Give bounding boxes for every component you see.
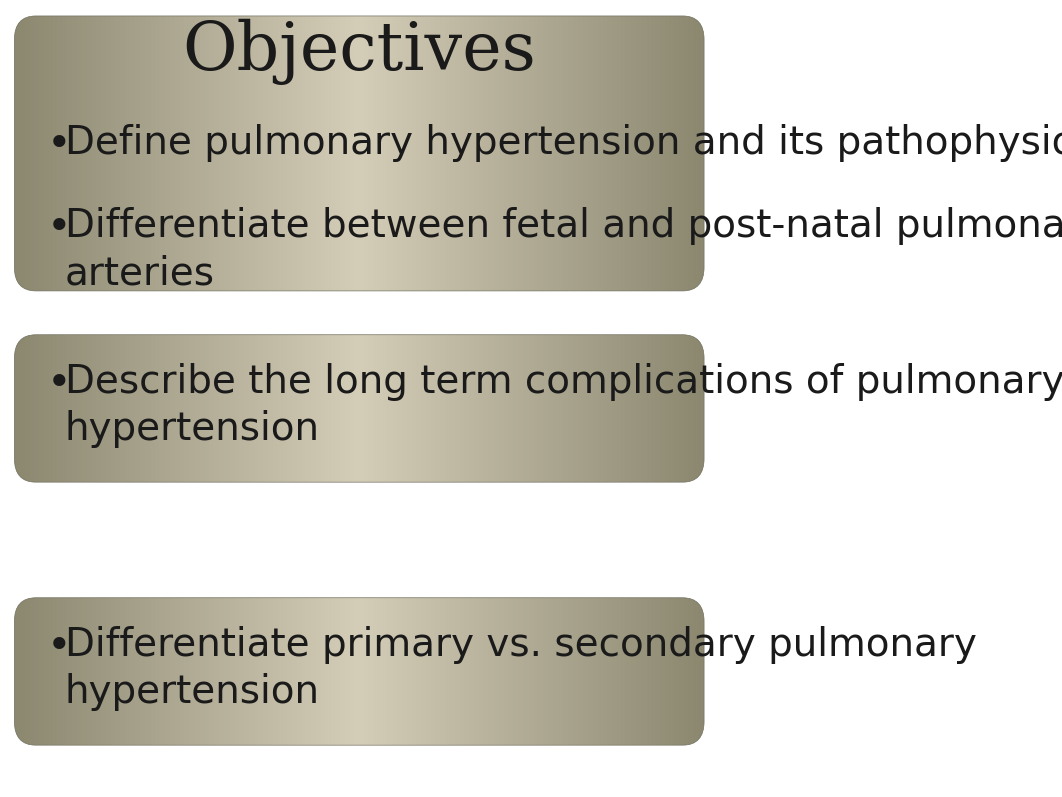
Text: Differentiate between fetal and post-natal pulmonary
arteries: Differentiate between fetal and post-nat… bbox=[65, 207, 1062, 292]
Text: •: • bbox=[47, 207, 71, 249]
Text: Differentiate primary vs. secondary pulmonary
hypertension: Differentiate primary vs. secondary pulm… bbox=[65, 626, 977, 711]
Text: •: • bbox=[47, 626, 71, 668]
Text: •: • bbox=[47, 124, 71, 166]
Text: Define pulmonary hypertension and its pathophysiology: Define pulmonary hypertension and its pa… bbox=[65, 124, 1062, 162]
Text: Describe the long term complications of pulmonary
hypertension: Describe the long term complications of … bbox=[65, 363, 1062, 448]
Text: •: • bbox=[47, 363, 71, 405]
Text: Objectives: Objectives bbox=[183, 18, 536, 85]
